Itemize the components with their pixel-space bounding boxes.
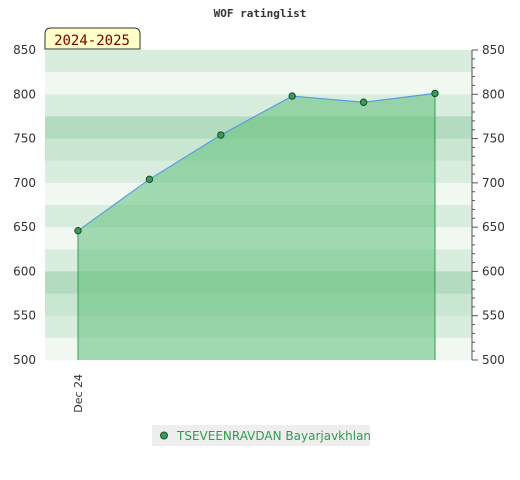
data-point[interactable] [217,131,225,139]
background-band [45,50,472,73]
data-point[interactable] [431,89,439,98]
right-tick-label: 800 [482,87,505,101]
right-tick-label: 550 [482,309,505,323]
season-label-box: 2024-2025 [44,27,141,50]
data-point[interactable] [74,226,82,235]
left-tick-label: 750 [13,132,36,146]
series-area [78,93,435,361]
data-point[interactable] [288,92,296,100]
left-y-axis: 500 550 600 650 700 750 800 850 [13,43,36,367]
right-tick-label: 750 [482,132,505,146]
left-tick-label: 700 [13,176,36,190]
left-tick-label: 600 [13,264,36,278]
series-line [77,92,436,232]
legend-marker [160,431,168,440]
right-tick-label: 650 [482,220,505,234]
left-tick-label: 800 [13,87,36,101]
left-tick-label: 850 [13,43,36,57]
right-tick-label: 700 [482,176,505,190]
chart-title: WOF ratinglist [214,7,307,20]
background-band [45,72,472,95]
data-point[interactable] [359,98,368,106]
legend[interactable]: TSEVEENRAVDAN Bayarjavkhlan [152,425,371,446]
right-tick-label: 500 [482,353,505,367]
data-point[interactable] [145,175,154,184]
area-layer [74,89,439,361]
legend-entry: TSEVEENRAVDAN Bayarjavkhlan [176,429,371,443]
left-tick-label: 650 [13,220,36,234]
left-tick-label: 550 [13,309,36,323]
right-tick-label: 600 [482,264,505,278]
right-tick-label: 850 [482,43,505,57]
right-y-axis: 500 550 600 650 700 750 800 850 [471,43,505,367]
x-tick-label: Dec 24 [72,374,85,413]
x-axis: Dec 24 [72,374,85,413]
season-label: 2024-2025 [54,33,130,49]
left-tick-label: 500 [13,353,36,367]
